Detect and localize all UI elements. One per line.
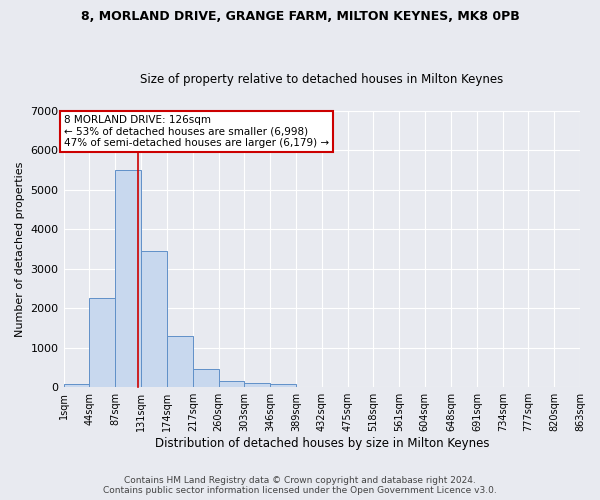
Text: 8 MORLAND DRIVE: 126sqm
← 53% of detached houses are smaller (6,998)
47% of semi: 8 MORLAND DRIVE: 126sqm ← 53% of detache…	[64, 114, 329, 148]
Text: 8, MORLAND DRIVE, GRANGE FARM, MILTON KEYNES, MK8 0PB: 8, MORLAND DRIVE, GRANGE FARM, MILTON KE…	[80, 10, 520, 23]
X-axis label: Distribution of detached houses by size in Milton Keynes: Distribution of detached houses by size …	[155, 437, 489, 450]
Bar	[219, 381, 244, 387]
Bar	[244, 383, 270, 387]
Bar	[115, 170, 142, 387]
Bar	[167, 336, 193, 387]
Bar	[64, 384, 89, 387]
Text: Contains HM Land Registry data © Crown copyright and database right 2024.
Contai: Contains HM Land Registry data © Crown c…	[103, 476, 497, 495]
Bar	[142, 252, 167, 387]
Bar	[89, 298, 115, 387]
Bar	[270, 384, 296, 387]
Bar	[193, 369, 219, 387]
Y-axis label: Number of detached properties: Number of detached properties	[15, 161, 25, 336]
Title: Size of property relative to detached houses in Milton Keynes: Size of property relative to detached ho…	[140, 73, 503, 86]
